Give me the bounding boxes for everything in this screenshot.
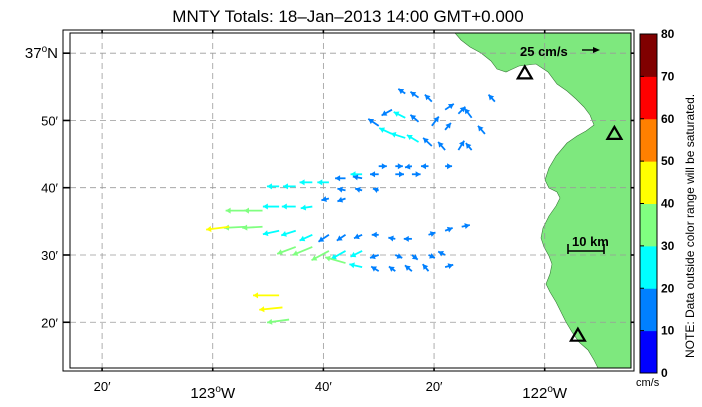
longitude-label: 123oW — [190, 384, 236, 402]
colorbar-tick-label: 50 — [661, 154, 675, 168]
longitude-labels: 20′ 123oW 40′ 20′ 122oW — [94, 379, 568, 402]
colorbar-tick-label: 70 — [661, 69, 675, 83]
colorbar-tick-label: 80 — [661, 27, 675, 41]
colorbar-segment — [640, 34, 657, 77]
latitude-label: 37oN — [25, 44, 58, 62]
colorbar-tick-label: 20 — [661, 281, 675, 295]
colorbar-tick-label: 0 — [661, 366, 668, 380]
colorbar-tick-label: 10 — [661, 324, 675, 338]
colorbar-segment — [640, 288, 657, 331]
longitude-label: 40′ — [315, 379, 332, 394]
saturation-note: NOTE: Data outside color range will be s… — [683, 94, 697, 358]
colorbar-segment — [640, 246, 657, 289]
colorbar-unit: cm/s — [636, 377, 660, 389]
scale-bar: 10 km — [568, 234, 609, 254]
colorbar-tick-label: 30 — [661, 239, 675, 253]
longitude-label: 122oW — [522, 384, 568, 402]
latitude-label: 20′ — [41, 315, 58, 330]
latitude-label: 50′ — [41, 113, 58, 128]
latitude-labels: 37oN 50′ 40′ 30′ 20′ — [25, 44, 59, 330]
colorbar — [640, 34, 657, 374]
longitude-label: 20′ — [426, 379, 443, 394]
colorbar-tick-label: 40 — [661, 197, 675, 211]
colorbar-segment — [640, 204, 657, 247]
colorbar-tick-labels: 80 70 60 50 40 30 20 10 0 — [661, 27, 675, 380]
colorbar-tick-label: 60 — [661, 112, 675, 126]
colorbar-segment — [640, 331, 657, 374]
latitude-label: 40′ — [41, 181, 58, 196]
map-title: MNTY Totals: 18–Jan–2013 14:00 GMT+0.000 — [172, 7, 523, 26]
longitude-label: 20′ — [94, 379, 111, 394]
colorbar-segment — [640, 161, 657, 204]
reference-vector-label: 25 cm/s — [520, 44, 568, 59]
plot-area: 25 cm/s 10 km — [70, 33, 631, 368]
colorbar-segment — [640, 119, 657, 162]
latitude-label: 30′ — [41, 248, 58, 263]
colorbar-segment — [640, 76, 657, 119]
